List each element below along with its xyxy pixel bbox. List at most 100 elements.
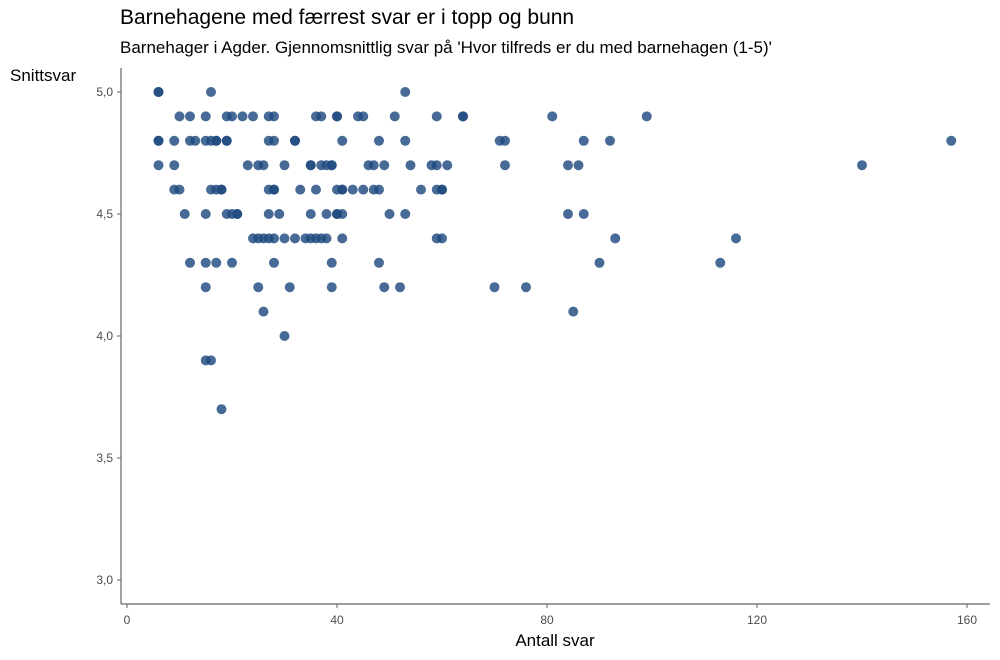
data-point (316, 111, 327, 122)
data-point (305, 209, 316, 219)
data-point (153, 160, 164, 171)
data-point (321, 209, 332, 219)
data-point (211, 135, 222, 146)
y-tick-label: 4,5 (96, 207, 113, 221)
x-tick-label: 120 (747, 613, 767, 627)
data-point (437, 233, 447, 244)
data-point (211, 257, 222, 268)
data-point (200, 209, 211, 219)
data-point (290, 233, 300, 244)
data-point (284, 282, 295, 293)
data-point (258, 306, 269, 317)
data-point (279, 160, 290, 171)
data-point (185, 111, 195, 122)
data-point (179, 209, 190, 219)
data-point (368, 160, 379, 171)
y-tick-label: 3,5 (96, 451, 113, 465)
data-point (337, 233, 348, 244)
data-point (500, 135, 510, 146)
data-point (400, 87, 411, 97)
data-point (500, 160, 510, 171)
points-layer (153, 87, 957, 415)
x-axis-title: Antall svar (515, 631, 595, 650)
data-point (258, 160, 269, 171)
x-tick-label: 80 (540, 613, 554, 627)
data-point (174, 184, 185, 195)
data-point (190, 135, 201, 146)
data-point (384, 209, 395, 219)
data-point (200, 282, 211, 293)
data-point (946, 135, 957, 146)
data-point (374, 135, 384, 146)
data-point (337, 209, 348, 219)
data-point (458, 111, 468, 122)
data-point (295, 184, 306, 195)
x-tick-label: 0 (124, 613, 131, 627)
data-point (200, 111, 211, 122)
data-point (153, 135, 164, 146)
data-point (610, 233, 621, 244)
data-point (337, 184, 348, 195)
data-point (221, 135, 232, 146)
data-point (641, 111, 652, 122)
data-point (568, 306, 579, 317)
data-point (174, 111, 185, 122)
data-point (389, 111, 400, 122)
data-point (311, 184, 321, 195)
ticks-layer: 0 40 80 120 160 3,0 3,5 4,0 4,5 5,0 (96, 85, 977, 627)
data-point (232, 209, 243, 219)
data-point (563, 209, 573, 219)
data-point (358, 184, 369, 195)
data-point (379, 160, 390, 171)
data-point (573, 160, 584, 171)
data-point (269, 257, 279, 268)
data-point (216, 184, 227, 195)
data-point (279, 331, 290, 341)
data-point (379, 282, 390, 293)
data-point (332, 111, 342, 122)
chart-title: Barnehagene med færrest svar er i topp o… (120, 6, 575, 29)
data-point (563, 160, 573, 171)
data-point (321, 233, 332, 244)
data-point (400, 135, 411, 146)
data-point (326, 160, 337, 171)
data-point (269, 184, 279, 195)
y-tick-label: 4,0 (96, 329, 113, 343)
data-point (169, 160, 180, 171)
data-point (269, 233, 279, 244)
data-point (279, 233, 290, 244)
data-point (153, 87, 164, 97)
data-point (405, 160, 416, 171)
data-point (374, 257, 384, 268)
data-point (431, 160, 442, 171)
data-point (305, 160, 316, 171)
data-point (253, 282, 264, 293)
data-point (185, 257, 195, 268)
data-point (857, 160, 867, 171)
data-point (242, 160, 253, 171)
y-tick-label: 5,0 (96, 85, 113, 99)
data-point (326, 282, 337, 293)
data-point (489, 282, 500, 293)
y-axis-title: Snittsvar (10, 66, 76, 85)
data-point (400, 209, 411, 219)
data-point (206, 87, 216, 97)
data-point (715, 257, 726, 268)
data-point (731, 233, 741, 244)
data-point (347, 184, 358, 195)
data-point (431, 111, 442, 122)
data-point (578, 209, 589, 219)
data-point (374, 184, 384, 195)
y-tick-label: 3,0 (96, 573, 113, 587)
x-tick-label: 40 (330, 613, 344, 627)
data-point (248, 111, 258, 122)
data-point (547, 111, 558, 122)
data-point (269, 111, 279, 122)
data-point (521, 282, 531, 293)
data-point (237, 111, 248, 122)
axes-layer (120, 68, 990, 605)
data-point (605, 135, 615, 146)
data-point (442, 160, 453, 171)
data-point (358, 111, 369, 122)
data-point (216, 404, 227, 415)
